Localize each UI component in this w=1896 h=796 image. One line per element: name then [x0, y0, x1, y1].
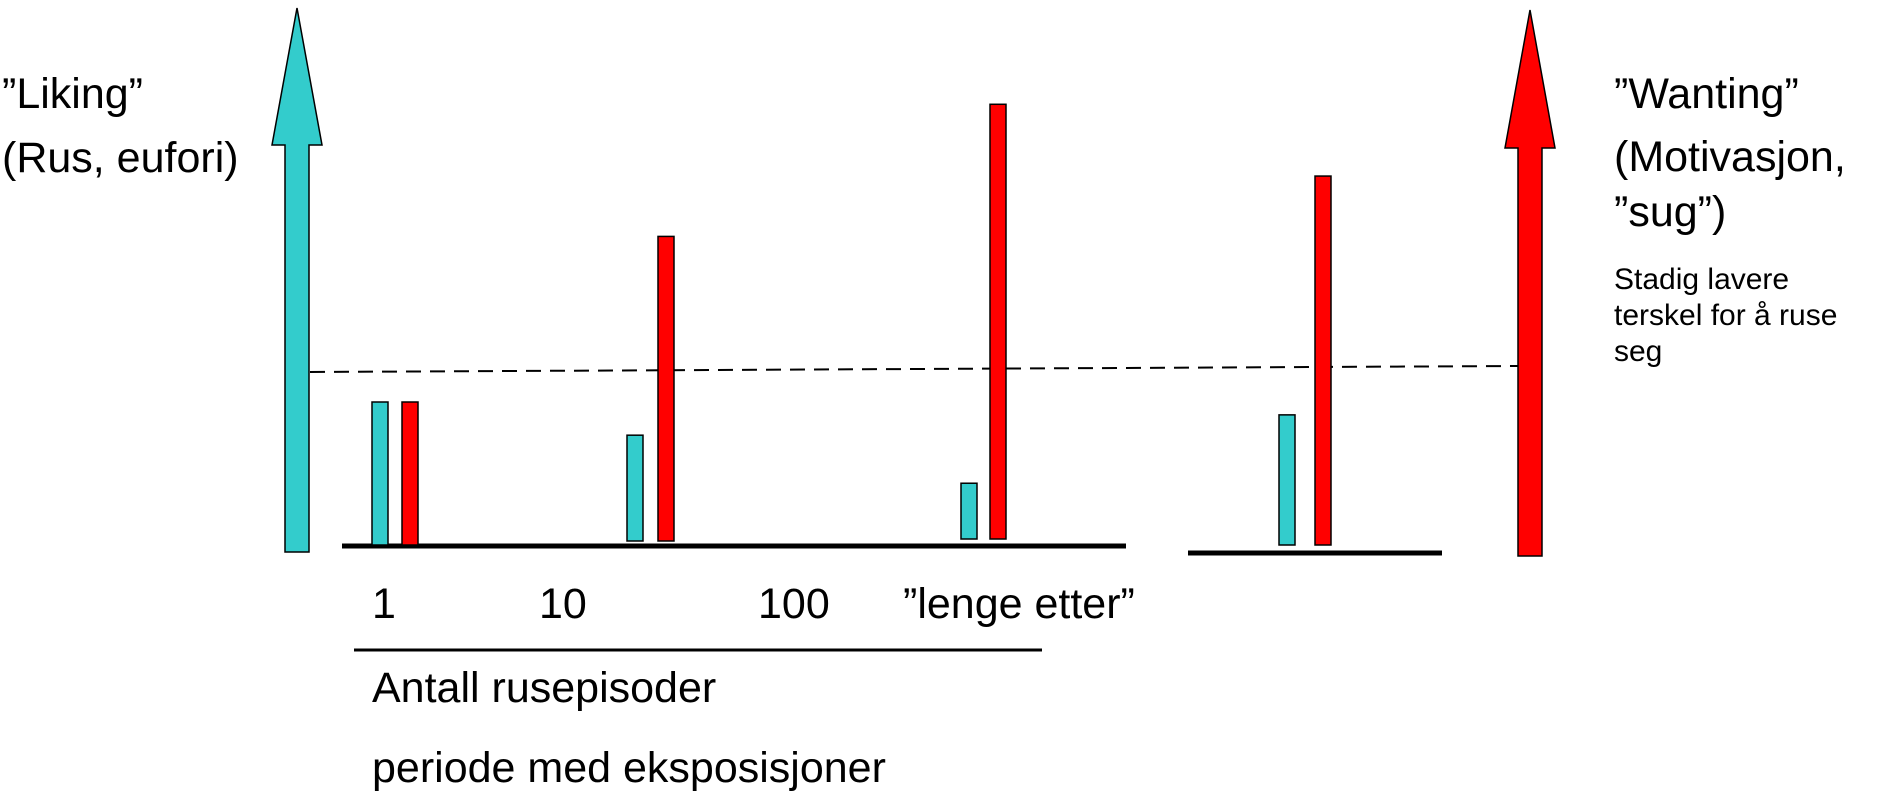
x-tick-label: 100: [758, 580, 830, 628]
liking-bar: [626, 434, 644, 542]
wanting-bar: [989, 103, 1007, 540]
threshold-note: Stadig lavere terskel for å ruse seg: [1614, 263, 1838, 368]
liking-bar: [960, 482, 978, 540]
liking-arrow-icon: [271, 7, 323, 553]
liking-bar: [371, 401, 389, 546]
liking-bar: [1278, 414, 1296, 546]
wanting-subtitle-1: (Motivasjon,: [1614, 133, 1846, 181]
liking-subtitle: (Rus, eufori): [2, 134, 239, 182]
x-axis-label: Antall rusepisoder: [372, 664, 717, 712]
wanting-bar: [1314, 175, 1332, 546]
x-tick-label: 10: [539, 580, 587, 628]
bars-group: [371, 103, 1332, 546]
wanting-arrow-icon: [1504, 9, 1556, 557]
x-tick-label: 1: [372, 580, 396, 628]
x-tick-label: ”lenge etter”: [903, 580, 1135, 628]
liking-title: ”Liking”: [2, 70, 143, 118]
x-axis-label-secondary: periode med eksposisjoner: [372, 744, 886, 792]
wanting-title: ”Wanting”: [1614, 70, 1799, 118]
wanting-bar: [401, 401, 419, 546]
wanting-bar: [657, 235, 675, 542]
wanting-subtitle-2: ”sug”): [1614, 188, 1727, 236]
threshold-dashed-line: [309, 365, 1519, 373]
